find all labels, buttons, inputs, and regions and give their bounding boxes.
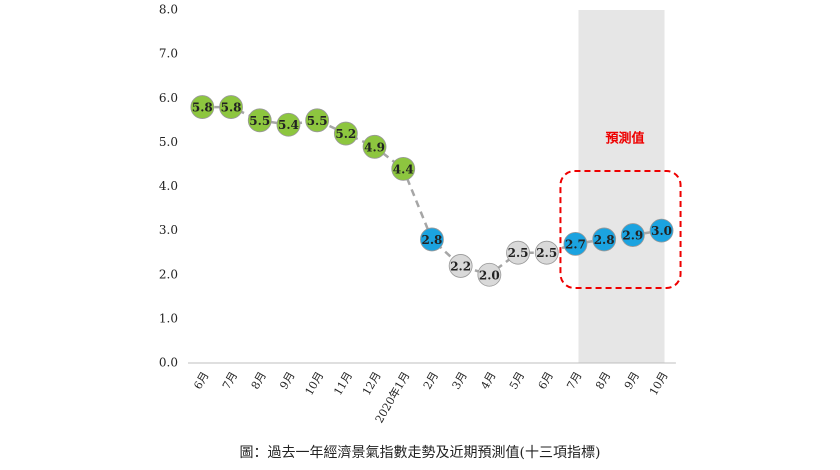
y-tick-label: 8.0 xyxy=(159,3,178,17)
data-point xyxy=(592,227,617,252)
data-point xyxy=(391,156,416,181)
data-label: 2.9 xyxy=(622,229,643,243)
data-label: 4.4 xyxy=(393,162,414,176)
x-tick-label: 8月 xyxy=(249,370,269,392)
data-label: 5.8 xyxy=(192,101,213,115)
x-tick-label: 10月 xyxy=(647,370,671,398)
data-label: 2.5 xyxy=(536,246,557,260)
x-tick-label: 7月 xyxy=(220,370,240,392)
y-tick-label: 7.0 xyxy=(159,47,178,61)
x-tick-label: 3月 xyxy=(450,370,470,392)
annotation: 預測值 xyxy=(605,131,644,147)
data-label: 3.0 xyxy=(651,224,672,238)
x-tick-label: 6月 xyxy=(536,370,556,392)
x-tick-label: 12月 xyxy=(360,370,384,398)
x-tick-label: 4月 xyxy=(478,370,498,392)
data-point xyxy=(534,240,559,265)
data-point xyxy=(305,108,330,133)
data-label: 4.9 xyxy=(364,140,385,154)
data-label: 5.5 xyxy=(249,114,270,128)
y-tick-label: 6.0 xyxy=(159,91,178,105)
y-tick-label: 1.0 xyxy=(159,311,178,325)
y-tick-label: 4.0 xyxy=(159,179,178,193)
y-tick-label: 5.0 xyxy=(159,135,178,149)
x-tick-label: 2月 xyxy=(421,370,441,392)
x-tick-label: 9月 xyxy=(277,370,297,392)
x-tick-label: 8月 xyxy=(593,370,613,392)
data-point xyxy=(649,218,674,243)
data-label: 2.2 xyxy=(450,259,471,273)
y-tick-label: 2.0 xyxy=(159,267,178,281)
forecast-shade xyxy=(578,10,665,363)
data-label: 2.0 xyxy=(479,268,500,282)
caption: 圖：過去一年經濟景氣指數走勢及近期預測值(十三項指標) xyxy=(240,445,601,461)
data-point xyxy=(620,223,645,247)
x-tick-label: 6月 xyxy=(191,370,211,392)
data-label: 2.8 xyxy=(422,233,443,247)
data-label: 2.7 xyxy=(565,237,586,251)
x-tick-label: 11月 xyxy=(331,370,355,398)
x-tick-label: 10月 xyxy=(303,370,327,398)
forecast-box xyxy=(559,170,682,289)
data-point xyxy=(219,95,243,119)
data-point xyxy=(362,134,387,159)
y-tick-label: 3.0 xyxy=(159,223,178,237)
data-point xyxy=(448,254,473,278)
data-point xyxy=(420,227,444,252)
data-point xyxy=(247,108,272,133)
data-label: 5.4 xyxy=(278,118,299,132)
data-label: 2.8 xyxy=(594,233,615,247)
data-point xyxy=(477,262,502,287)
data-label: 5.5 xyxy=(307,114,328,128)
data-point xyxy=(506,240,530,265)
y-tick-label: 0.0 xyxy=(159,356,178,370)
data-label: 5.8 xyxy=(221,101,242,115)
data-point xyxy=(276,112,301,137)
data-point xyxy=(563,231,588,256)
data-label: 5.2 xyxy=(335,127,356,141)
data-point xyxy=(190,95,215,119)
x-tick-label: 5月 xyxy=(507,370,527,392)
data-label: 2.5 xyxy=(508,246,529,260)
data-point xyxy=(333,121,358,146)
x-tick-label: 7月 xyxy=(564,370,584,392)
x-tick-label: 9月 xyxy=(622,370,642,392)
